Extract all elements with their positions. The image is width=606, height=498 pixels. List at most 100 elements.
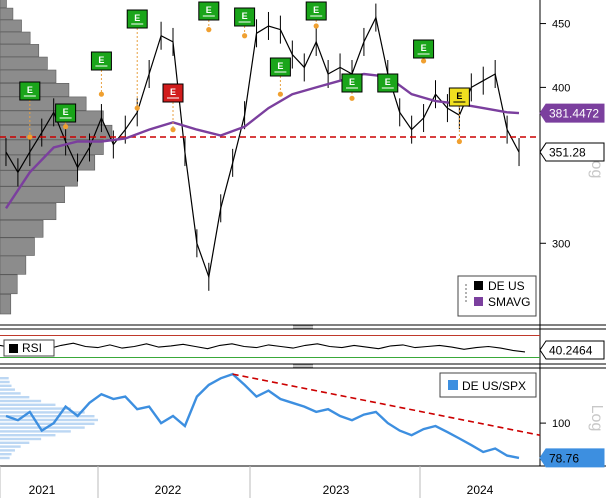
volume-bar bbox=[0, 56, 48, 70]
earnings-price-dot bbox=[313, 23, 319, 29]
volume-bar bbox=[0, 186, 65, 203]
earnings-badge-label: E bbox=[349, 77, 355, 87]
rsi-value-tag: 40.2464 bbox=[539, 340, 605, 360]
rsi-legend-label: RSI bbox=[22, 341, 42, 355]
last-price-tag-background bbox=[539, 142, 605, 162]
earnings-price-dot bbox=[170, 127, 176, 133]
volume-bar bbox=[0, 69, 57, 84]
relative-legend[interactable]: DE US/SPX bbox=[439, 372, 537, 398]
price-tick-label: 450 bbox=[552, 19, 570, 31]
relative-value-tag-text: 78.76 bbox=[549, 451, 579, 465]
relative-volume-bar bbox=[0, 396, 30, 399]
earnings-badge-label: E bbox=[63, 107, 69, 117]
earnings-badge-label: E bbox=[421, 43, 427, 53]
earnings-markers[interactable]: E E E E E E E E E E E E E bbox=[19, 1, 470, 145]
volume-bar bbox=[0, 170, 78, 187]
relative-volume-bar bbox=[0, 380, 10, 384]
volume-bar bbox=[0, 31, 31, 45]
relative-volume-bar bbox=[0, 426, 85, 429]
earnings-badge-label: E bbox=[206, 5, 212, 15]
relative-value-tag: 78.76 bbox=[539, 448, 605, 468]
price-legend[interactable]: DE US SMAVG bbox=[457, 275, 537, 317]
relative-volume-profile bbox=[0, 377, 98, 460]
rsi-legend-swatch bbox=[9, 344, 18, 353]
earnings-price-dot bbox=[456, 138, 462, 145]
last-price-tag: 351.28 bbox=[539, 142, 605, 162]
smavg-value-tag-text: 381.4472 bbox=[549, 107, 599, 121]
rsi-line bbox=[0, 342, 526, 353]
price-tick-label: 300 bbox=[552, 238, 570, 250]
relative-volume-bar bbox=[0, 453, 12, 456]
relative-volume-bar bbox=[0, 430, 71, 433]
volume-bar bbox=[0, 19, 22, 32]
smavg-series bbox=[4, 72, 520, 209]
smavg-line bbox=[4, 72, 520, 209]
relative-volume-bar bbox=[0, 411, 85, 414]
earnings-price-dot bbox=[349, 95, 355, 101]
relative-tick-label: 100 bbox=[552, 418, 570, 430]
volume-bar bbox=[0, 44, 40, 57]
earnings-price-dot bbox=[63, 124, 69, 130]
relative-volume-bar bbox=[0, 441, 30, 444]
volume-bar bbox=[0, 0, 7, 8]
earnings-badge-label: E bbox=[385, 77, 391, 87]
relative-volume-bar bbox=[0, 456, 10, 460]
earnings-price-dot bbox=[134, 105, 140, 111]
relative-volume-bar bbox=[0, 407, 71, 410]
relative-trendline bbox=[232, 373, 541, 437]
volume-bar bbox=[0, 139, 104, 155]
price-tick-label: 400 bbox=[552, 82, 570, 94]
price-legend-label: DE US bbox=[488, 279, 525, 293]
earnings-badge-label: E bbox=[313, 5, 319, 15]
panel-splitter-grip-2[interactable] bbox=[293, 364, 313, 368]
relative-volume-bar bbox=[0, 392, 21, 395]
earnings-price-dot bbox=[277, 91, 283, 97]
relative-value-tag-background bbox=[539, 448, 605, 468]
relative-volume-bar bbox=[0, 388, 15, 391]
earnings-badge-label: E bbox=[242, 11, 248, 21]
relative-line bbox=[5, 372, 520, 460]
volume-bar bbox=[0, 219, 44, 238]
price-legend-swatch bbox=[474, 297, 483, 306]
earnings-price-dot bbox=[206, 27, 212, 33]
rsi-series bbox=[0, 335, 540, 358]
rsi-value-tag-background bbox=[539, 340, 605, 360]
price-legend-label: SMAVG bbox=[488, 295, 530, 309]
volume-bar bbox=[0, 293, 12, 315]
value-labels: 381.4472 351.28 40.2464 78.76 bbox=[539, 103, 605, 468]
earnings-price-dot bbox=[27, 134, 33, 140]
relative-scale-type-label: Log bbox=[588, 405, 605, 432]
earnings-badge-label: E bbox=[456, 91, 462, 101]
relative-volume-bar bbox=[0, 434, 56, 437]
panel-splitter-grip-1[interactable] bbox=[293, 325, 313, 329]
relative-volume-bar bbox=[0, 403, 56, 406]
volume-bar bbox=[0, 7, 14, 20]
smavg-value-tag-background bbox=[539, 103, 605, 123]
relative-legend-swatch bbox=[448, 380, 458, 390]
rsi-value-tag-text: 40.2464 bbox=[549, 344, 593, 358]
relative-volume-bar bbox=[0, 399, 42, 403]
year-label: 2021 bbox=[29, 483, 56, 497]
volume-bar bbox=[0, 237, 35, 256]
smavg-value-tag: 381.4472 bbox=[539, 103, 605, 123]
relative-volume-bar bbox=[0, 415, 95, 418]
relative-volume-bar bbox=[0, 445, 21, 448]
earnings-price-dot bbox=[420, 58, 427, 64]
volume-bar bbox=[0, 202, 57, 221]
price-legend-swatch bbox=[474, 281, 483, 290]
relative-volume-bar bbox=[0, 422, 95, 425]
relative-volume-bar bbox=[0, 384, 12, 387]
legends[interactable]: DE US SMAVG RSI DE US/SPX bbox=[3, 275, 537, 398]
earnings-badge-label: E bbox=[170, 87, 176, 97]
earnings-price-dot bbox=[242, 33, 248, 39]
relative-legend-label: DE US/SPX bbox=[462, 379, 526, 393]
relative-series bbox=[5, 372, 541, 460]
rsi-legend[interactable]: RSI bbox=[3, 339, 55, 357]
relative-volume-bar bbox=[0, 418, 98, 422]
x-axis-labels: 2021 2022 2023 2024 bbox=[0, 466, 494, 498]
year-label: 2023 bbox=[323, 483, 350, 497]
earnings-badge-label: E bbox=[134, 13, 140, 23]
last-price-tag-text: 351.28 bbox=[549, 146, 586, 160]
earnings-badge-label: E bbox=[98, 55, 104, 65]
